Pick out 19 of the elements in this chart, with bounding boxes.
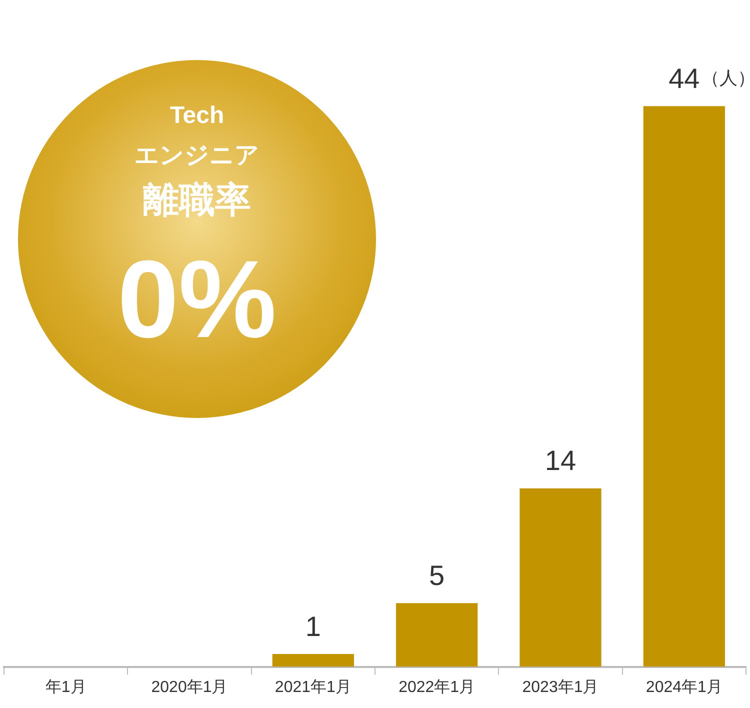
x-tick-label: 2023年1月 bbox=[522, 678, 599, 696]
annotation: エンジニア bbox=[134, 142, 260, 169]
bar bbox=[520, 488, 602, 667]
bar bbox=[396, 603, 478, 667]
x-tick-label: 2020年1月 bbox=[151, 678, 228, 696]
annotation: Tech bbox=[168, 102, 226, 129]
data-label: 44 bbox=[668, 62, 700, 94]
data-label: 1 bbox=[305, 610, 321, 642]
x-tick-label: 年1月 bbox=[45, 678, 86, 696]
x-tick-label: 2022年1月 bbox=[398, 678, 476, 696]
annotation: 離職率 bbox=[142, 179, 252, 220]
text: （人） bbox=[702, 67, 750, 90]
data-label: 5 bbox=[429, 560, 445, 591]
bar bbox=[643, 106, 725, 667]
annotation: 0% bbox=[116, 238, 278, 361]
x-tick-label: 2021年1月 bbox=[274, 678, 352, 696]
bar bbox=[272, 654, 354, 667]
x-tick-label: 2024年1月 bbox=[646, 678, 722, 696]
data-label: 14 bbox=[544, 445, 576, 476]
